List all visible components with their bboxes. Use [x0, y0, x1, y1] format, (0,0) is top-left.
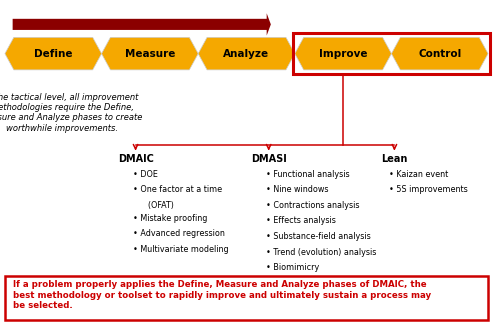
Polygon shape	[102, 37, 198, 70]
Text: DMASI: DMASI	[251, 154, 286, 164]
Polygon shape	[198, 37, 295, 70]
Text: (OFAT): (OFAT)	[143, 201, 174, 210]
Text: • Effects analysis: • Effects analysis	[266, 216, 336, 226]
Text: • Biomimicry: • Biomimicry	[266, 263, 319, 272]
Polygon shape	[295, 37, 391, 70]
Bar	[5, 276, 488, 320]
Text: • One factor at a time: • One factor at a time	[133, 185, 222, 194]
Text: Analyze: Analyze	[223, 49, 270, 58]
Text: Measure: Measure	[125, 49, 175, 58]
Text: At the tactical level, all improvement
methodologies require the Define,
Measure: At the tactical level, all improvement m…	[0, 93, 143, 133]
Polygon shape	[391, 37, 488, 70]
Text: • Advanced regression: • Advanced regression	[133, 229, 225, 239]
Text: Control: Control	[418, 49, 461, 58]
Text: • Kaizan event: • Kaizan event	[389, 170, 449, 179]
Text: • Multivariate modeling: • Multivariate modeling	[133, 245, 229, 254]
Text: Define: Define	[34, 49, 72, 58]
Text: • Functional analysis: • Functional analysis	[266, 170, 350, 179]
Text: DMAIC: DMAIC	[118, 154, 153, 164]
Text: Improve: Improve	[319, 49, 367, 58]
Text: • 5S improvements: • 5S improvements	[389, 185, 468, 194]
Polygon shape	[5, 37, 102, 70]
Text: • Trend (evolution) analysis: • Trend (evolution) analysis	[266, 248, 377, 257]
Text: If a problem properly applies the Define, Measure and Analyze phases of DMAIC, t: If a problem properly applies the Define…	[13, 280, 431, 310]
Text: • DOE: • DOE	[133, 170, 158, 179]
Bar	[293, 33, 490, 74]
Text: Lean: Lean	[381, 154, 408, 164]
Text: • Nine windows: • Nine windows	[266, 185, 329, 194]
Text: • Contractions analysis: • Contractions analysis	[266, 201, 360, 210]
Text: • Mistake proofing: • Mistake proofing	[133, 214, 208, 223]
Text: • Substance-field analysis: • Substance-field analysis	[266, 232, 371, 241]
